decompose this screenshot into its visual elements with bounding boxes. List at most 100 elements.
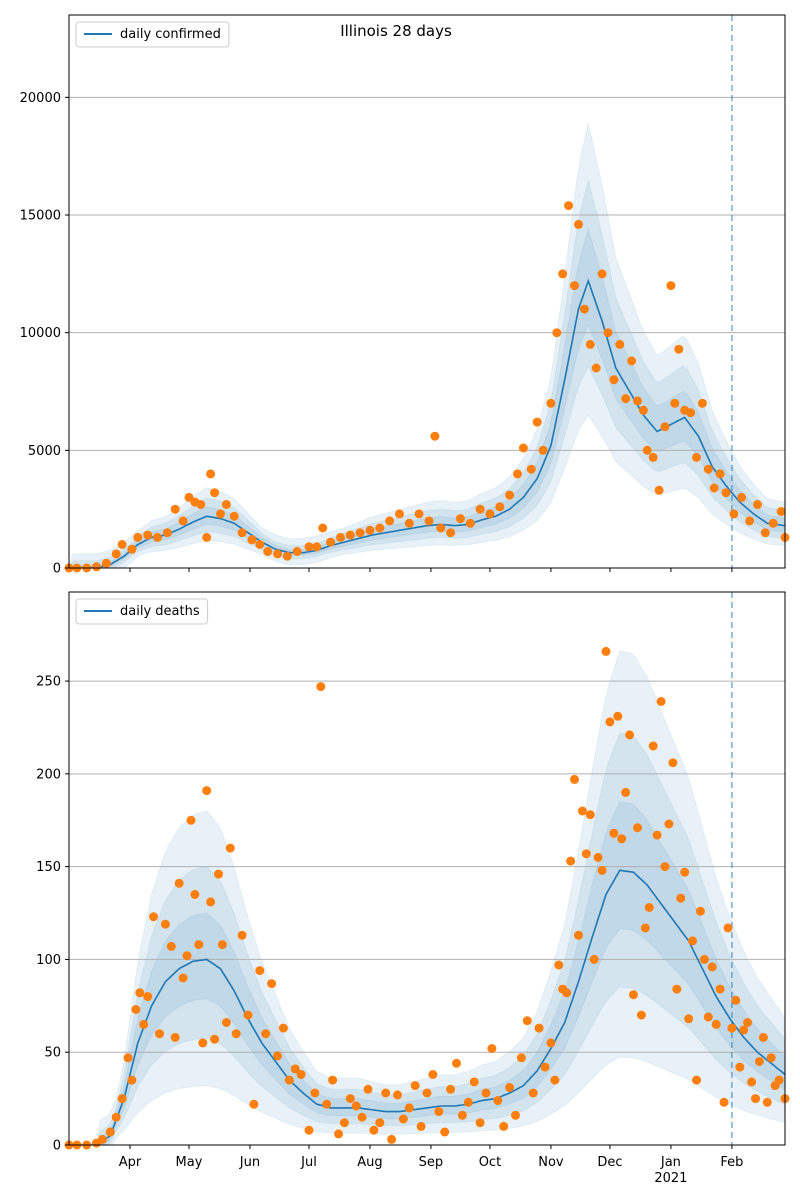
observed-point	[255, 540, 265, 549]
confidence-band-0	[69, 122, 785, 568]
observed-point	[707, 962, 717, 972]
observed-point	[688, 936, 697, 946]
deaths-median-line	[69, 869, 785, 1145]
observed-point	[546, 398, 556, 408]
observed-point	[217, 940, 227, 950]
observed-point	[505, 1083, 515, 1092]
observed-point	[393, 1090, 402, 1100]
observed-point	[656, 697, 666, 706]
observed-point	[511, 1110, 520, 1120]
observed-point	[754, 1057, 764, 1066]
observed-point	[216, 509, 225, 519]
observed-point	[652, 830, 662, 840]
observed-point	[410, 1081, 420, 1091]
observed-point	[603, 328, 613, 338]
observed-point	[648, 741, 658, 751]
median-line	[69, 869, 785, 1145]
confirmed-legend: daily confirmed	[75, 21, 230, 48]
observed-point	[570, 774, 579, 784]
observed-point	[585, 339, 595, 349]
y-tick-label: 150	[36, 860, 61, 875]
confirmed-observed-points	[64, 201, 790, 573]
observed-point	[674, 344, 684, 354]
x-tick-label: Jun	[239, 1155, 260, 1170]
observed-point	[365, 525, 375, 535]
observed-point	[387, 1134, 397, 1144]
observed-point	[633, 823, 642, 833]
observed-point	[737, 492, 747, 502]
observed-point	[562, 988, 572, 998]
deaths-axes-frame	[68, 591, 786, 1146]
chart-title: Illinois 28 days	[340, 22, 452, 40]
observed-point	[355, 528, 365, 538]
observed-point	[680, 867, 690, 877]
observed-point	[591, 363, 601, 373]
y-tick-label: 0	[53, 562, 61, 577]
observed-point	[296, 1070, 306, 1079]
observed-point	[198, 1038, 208, 1048]
observed-point	[516, 1053, 526, 1063]
y-tick-label: 10000	[20, 326, 61, 341]
observed-point	[495, 502, 505, 512]
observed-point	[589, 954, 599, 964]
observed-point	[155, 1029, 164, 1039]
x-tick-label: Jul	[300, 1155, 317, 1170]
observed-point	[149, 912, 159, 922]
confirmed-chart-panel: 0 5000 10000 15000 20000 Illinois 28 days da…	[20, 14, 790, 577]
observed-point	[731, 995, 741, 1005]
x-tick-label: Oct	[479, 1155, 501, 1170]
observed-point	[642, 445, 652, 455]
observed-point	[123, 1053, 133, 1063]
observed-point	[282, 551, 292, 561]
observed-point	[292, 547, 302, 556]
observed-point	[697, 398, 707, 408]
observed-point	[745, 516, 755, 526]
x-tick-label: Jan	[660, 1155, 681, 1170]
observed-point	[751, 1094, 760, 1104]
observed-point	[727, 1023, 737, 1033]
observed-point	[499, 1121, 509, 1131]
observed-point	[336, 532, 345, 542]
observed-point	[430, 431, 440, 441]
observed-point	[528, 1088, 538, 1098]
observed-point	[133, 532, 143, 542]
observed-point	[381, 1088, 391, 1098]
observed-point	[629, 990, 638, 1000]
observed-point	[267, 979, 277, 989]
observed-point	[318, 523, 328, 533]
observed-point	[363, 1084, 373, 1094]
observed-point	[351, 1101, 361, 1111]
observed-point	[247, 535, 257, 545]
observed-point	[485, 509, 495, 519]
observed-point	[670, 398, 680, 408]
observed-point	[627, 356, 637, 366]
observed-point	[721, 488, 731, 498]
observed-point	[585, 810, 595, 820]
observed-point	[166, 941, 176, 951]
observed-point	[385, 516, 395, 526]
observed-point	[625, 730, 635, 740]
observed-point	[550, 1075, 560, 1085]
observed-point	[290, 1064, 300, 1074]
observed-point	[753, 500, 762, 509]
observed-point	[170, 1032, 180, 1042]
observed-point	[92, 562, 101, 572]
observed-point	[676, 893, 686, 903]
observed-point	[660, 862, 670, 872]
observed-point	[135, 988, 145, 998]
observed-point	[570, 281, 579, 291]
observed-point	[117, 540, 127, 549]
observed-point	[633, 396, 642, 406]
x-tick-label: Dec	[597, 1155, 622, 1170]
observed-point	[339, 1118, 349, 1128]
observed-point	[111, 1112, 121, 1122]
observed-point	[692, 452, 701, 462]
y-tick-label: 0	[53, 1139, 61, 1154]
observed-point	[446, 1084, 456, 1094]
observed-point	[463, 1097, 473, 1107]
observed-point	[666, 281, 676, 291]
confidence-band-2	[69, 801, 785, 1145]
observed-point	[719, 1097, 729, 1107]
